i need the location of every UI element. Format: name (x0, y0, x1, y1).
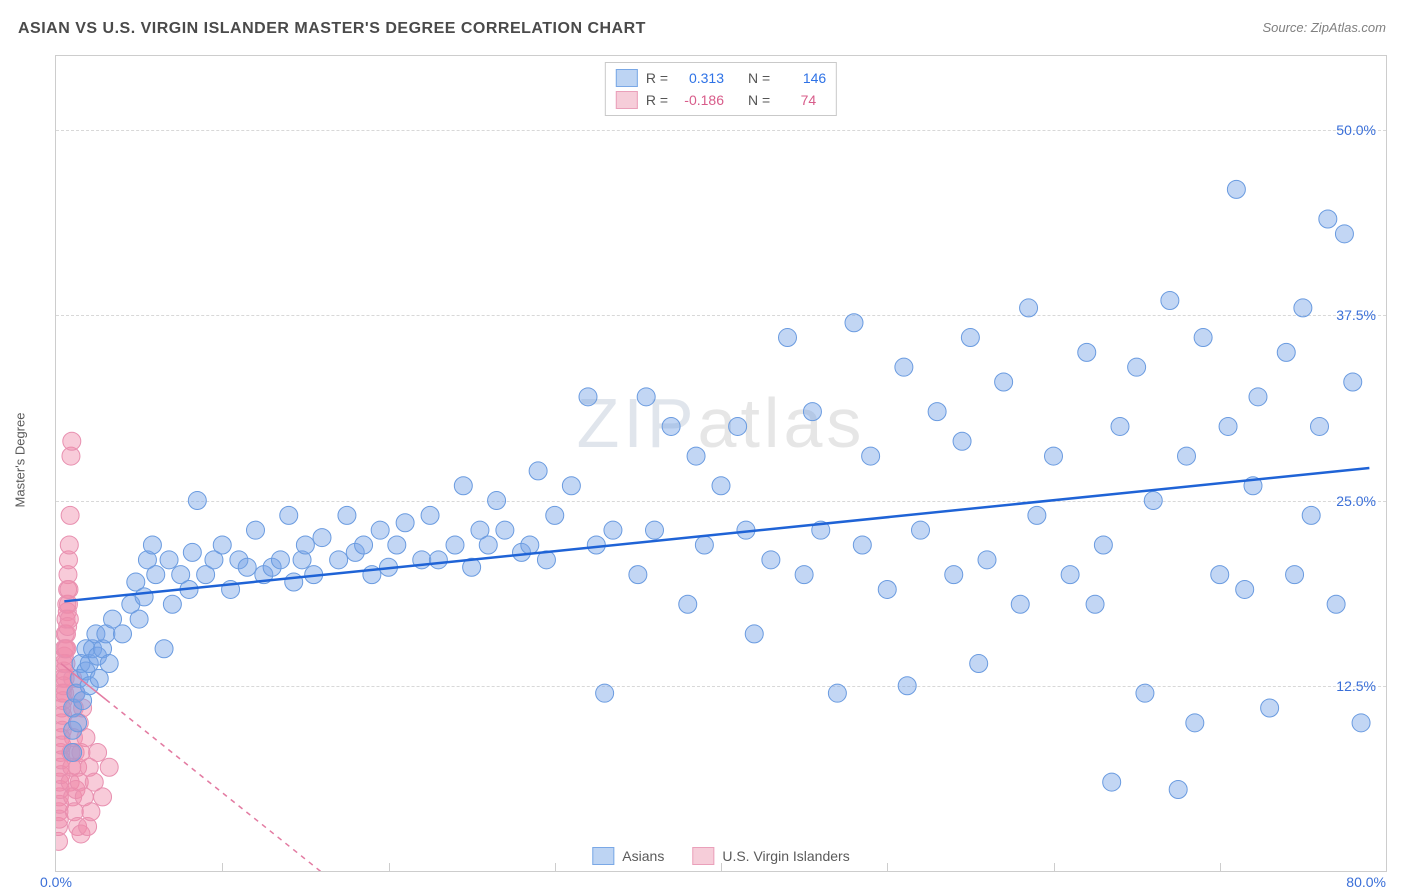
swatch-pink-icon (692, 847, 714, 865)
x-axis-max-label: 80.0% (1346, 874, 1386, 890)
y-axis-label: Master's Degree (13, 413, 28, 508)
legend-item-pink: U.S. Virgin Islanders (692, 847, 849, 865)
stats-box: R = 0.313 N = 146 R = -0.186 N = 74 (605, 62, 837, 116)
swatch-blue-icon (616, 69, 638, 87)
x-axis-origin-label: 0.0% (40, 874, 72, 890)
swatch-pink-icon (616, 91, 638, 109)
swatch-blue-icon (592, 847, 614, 865)
legend-label-blue: Asians (622, 848, 664, 864)
stats-row-blue: R = 0.313 N = 146 (616, 67, 826, 89)
bottom-legend: Asians U.S. Virgin Islanders (592, 847, 849, 865)
chart-title: ASIAN VS U.S. VIRGIN ISLANDER MASTER'S D… (18, 20, 646, 37)
scatter-svg (56, 56, 1386, 871)
stats-row-pink: R = -0.186 N = 74 (616, 89, 826, 111)
source-attribution: Source: ZipAtlas.com (1262, 20, 1386, 35)
plot-area: 12.5%25.0%37.5%50.0% ZIPatlas R = 0.313 … (55, 55, 1387, 872)
legend-label-pink: U.S. Virgin Islanders (722, 848, 849, 864)
legend-item-blue: Asians (592, 847, 664, 865)
